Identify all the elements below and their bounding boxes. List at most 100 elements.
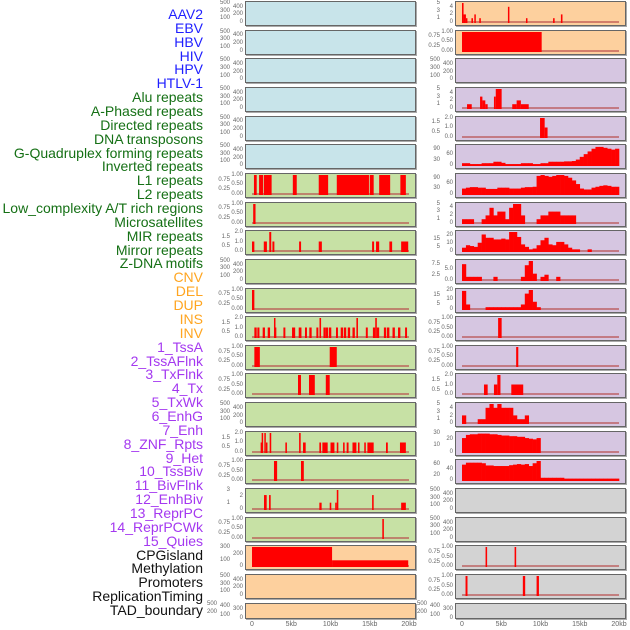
bar xyxy=(603,148,608,167)
track-label: ReplicationTiming xyxy=(92,588,203,605)
bar xyxy=(252,289,255,310)
bar xyxy=(552,478,557,482)
y-tick-label: 0 xyxy=(239,104,243,111)
track-label: A-Phased repeats xyxy=(90,103,203,120)
y-tick-label: 0.75 xyxy=(218,520,230,527)
y-tick-label: 0.50 xyxy=(231,381,243,388)
y-tick-label: 0 xyxy=(239,47,243,54)
track-panel xyxy=(455,488,626,514)
bar xyxy=(552,245,557,253)
bar xyxy=(520,276,526,281)
bar xyxy=(318,174,329,195)
bar xyxy=(465,434,471,453)
bar xyxy=(309,327,312,339)
track-panel xyxy=(245,58,416,84)
track-label: L1 repeats xyxy=(136,172,203,189)
y-tick-label: 0.50 xyxy=(231,210,243,217)
bar xyxy=(336,442,339,453)
y-tick-label: 0.50 xyxy=(231,467,243,474)
bar xyxy=(501,407,506,425)
y-tick-label: 400 xyxy=(232,89,243,96)
track-panel xyxy=(245,287,416,313)
bar xyxy=(524,265,530,281)
bar xyxy=(501,435,506,453)
bar xyxy=(469,187,475,195)
bar xyxy=(465,463,471,482)
y-tick-label: 0.25 xyxy=(428,358,440,365)
bar xyxy=(323,327,326,339)
bar xyxy=(385,442,388,453)
bar xyxy=(509,465,514,482)
y-tick-label: 400 xyxy=(219,603,230,610)
panel-plot xyxy=(252,375,409,396)
bar xyxy=(376,241,380,253)
y-tick-label: 30 xyxy=(433,429,440,436)
bar xyxy=(599,478,604,482)
bar xyxy=(540,174,545,195)
y-tick-label: 400 xyxy=(232,576,243,583)
panel-plot xyxy=(462,547,619,568)
track-panel xyxy=(455,58,626,84)
panel-plot xyxy=(246,2,415,25)
bar xyxy=(316,327,319,339)
bar xyxy=(505,435,510,453)
y-tick-label: 2.0 xyxy=(234,315,243,322)
bar xyxy=(469,463,475,482)
panel-plot xyxy=(252,547,409,568)
bar xyxy=(477,433,482,453)
bar xyxy=(285,442,287,453)
bar xyxy=(473,276,478,281)
y-tick-label: 0.50 xyxy=(441,324,453,331)
bar xyxy=(548,211,553,224)
bar xyxy=(481,463,486,482)
bar xyxy=(497,161,502,167)
bar xyxy=(544,478,549,482)
panel-plot xyxy=(462,260,619,281)
bar xyxy=(372,495,374,511)
bar xyxy=(267,327,271,339)
bar xyxy=(536,461,541,482)
bar xyxy=(469,276,475,281)
bar xyxy=(319,318,322,339)
y-tick-label: 0.50 xyxy=(441,582,453,589)
y-tick-label: 1.00 xyxy=(231,515,243,522)
y-tick-label: 300 xyxy=(219,150,230,157)
bar xyxy=(536,164,541,167)
y-tick-label: 0.75 xyxy=(218,348,230,355)
bar xyxy=(587,151,592,167)
bar xyxy=(536,437,541,453)
panel-plot xyxy=(246,260,415,283)
y-tick-label: 500 xyxy=(219,573,230,579)
bar xyxy=(528,438,533,453)
y-tick-label: 5 xyxy=(436,0,440,6)
bar xyxy=(532,463,537,482)
bar xyxy=(513,415,518,425)
y-tick-label: 4 xyxy=(449,89,453,96)
bar xyxy=(332,560,409,568)
bar xyxy=(292,174,297,195)
y-tick-label: 500 xyxy=(219,28,230,35)
y-tick-label: 0.75 xyxy=(428,549,440,556)
y-tick-label: 300 xyxy=(219,408,230,415)
panel-plot xyxy=(462,117,619,138)
bar xyxy=(485,547,488,568)
bar xyxy=(532,248,537,253)
track-label: DUP xyxy=(173,297,203,314)
y-tick-label: 0.50 xyxy=(231,353,243,360)
panel-plot xyxy=(462,174,620,195)
y-tick-label: 200 xyxy=(442,68,453,75)
panel-plot xyxy=(456,59,625,82)
bar xyxy=(513,435,518,453)
bar xyxy=(548,244,553,253)
y-tick-label: 5 xyxy=(436,85,440,92)
bar xyxy=(477,419,482,425)
bar xyxy=(595,186,600,195)
y-tick-label: 500 xyxy=(219,85,230,92)
bar xyxy=(299,432,301,453)
bar xyxy=(474,14,476,23)
y-tick-label: 0 xyxy=(449,614,453,621)
bar xyxy=(495,88,502,109)
y-tick-label: 60 xyxy=(433,460,440,467)
bar xyxy=(364,442,366,453)
bar xyxy=(567,478,573,482)
